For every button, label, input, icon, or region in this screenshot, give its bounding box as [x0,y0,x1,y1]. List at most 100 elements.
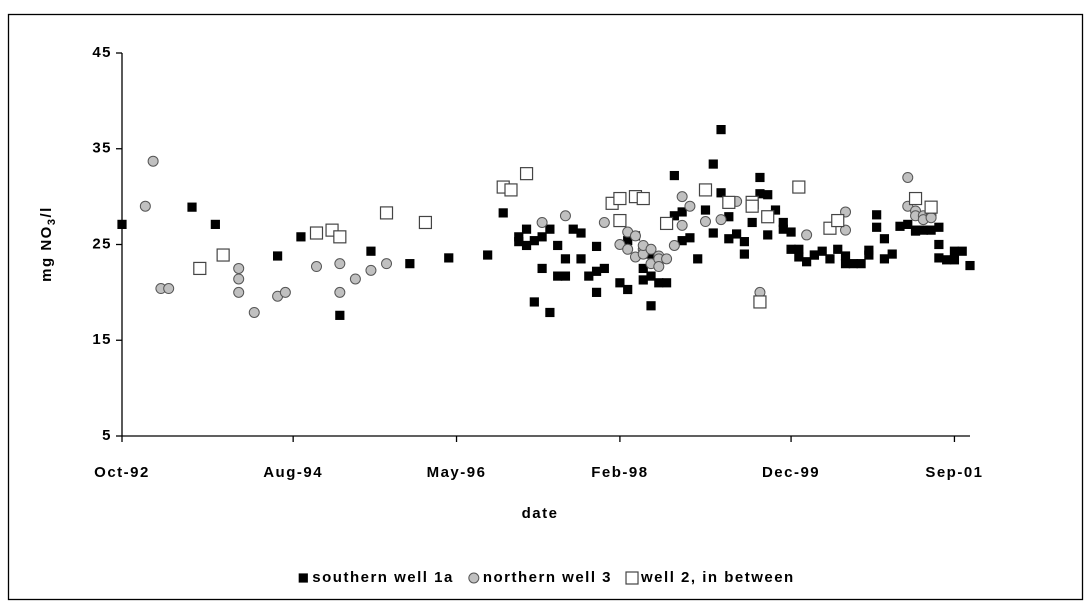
data-point [817,246,827,256]
data-point [335,310,345,320]
data-point [147,155,159,167]
data-point [349,273,361,285]
data-point [699,216,711,228]
data-point [405,259,415,269]
data-point [365,264,377,276]
data-point [685,233,695,243]
data-point [310,261,322,273]
data-point [763,190,773,200]
data-point [645,243,657,255]
data-point [646,271,656,281]
data-point [763,230,773,240]
y-tick-label: 5 [102,427,112,444]
data-point [117,219,127,229]
data-point [732,229,742,239]
data-point [942,255,952,265]
x-tick-label: Sep-01 [925,464,983,481]
data-point [825,254,835,264]
data-point [613,213,627,228]
data-point [646,301,656,311]
data-point [334,258,346,270]
data-point [514,237,524,247]
data-point [778,217,788,228]
data-point [676,219,688,231]
data-point [379,206,394,220]
data-point [537,232,547,242]
data-point [926,225,936,235]
y-tick-label: 25 [92,235,112,252]
data-point [794,244,804,254]
data-point [934,253,944,263]
data-point [716,188,726,198]
x-tick-label: Aug-94 [263,464,323,481]
data-point [716,124,726,135]
data-point [833,244,843,254]
data-point [560,271,571,281]
y-label-sub: 3 [46,218,58,226]
data-point [770,205,781,215]
data-point [309,226,324,240]
data-point [381,258,393,270]
data-point [553,271,563,281]
data-point [553,240,563,251]
data-point [722,195,736,209]
data-point [483,250,493,260]
data-point [693,254,703,264]
data-point [536,216,548,228]
data-point [684,200,696,212]
data-point [521,224,532,234]
data-point [519,167,534,181]
data-point [698,183,713,197]
data-point [521,240,532,251]
data-point [918,225,928,235]
data-point [924,200,938,214]
legend-label: northern well 3 [483,569,612,586]
data-point [745,199,759,213]
data-point [949,255,960,265]
data-point [908,191,923,206]
data-point [333,230,347,244]
data-point [576,228,586,238]
data-point [965,260,975,271]
data-point [879,254,890,264]
y-label-tail: /l [38,206,55,217]
x-tick-label: May-96 [427,464,487,481]
data-point [724,234,734,244]
data-point [576,254,586,264]
data-point [560,254,571,264]
data-point [591,287,602,297]
data-point [840,259,851,269]
data-point [794,252,804,262]
legend-marker [468,572,480,584]
data-point [902,171,914,183]
legend: southern well 1a northern well 3 well 2, i… [298,569,793,586]
data-point [934,222,944,232]
y-tick-label: 35 [92,140,112,157]
data-point [279,286,291,298]
data-point [163,283,175,295]
data-point [537,263,547,274]
data-point [591,266,602,276]
data-point [856,259,866,269]
data-point [715,214,727,226]
data-point [910,225,921,235]
data-point [903,219,913,229]
data-point [504,183,518,197]
x-tick-label: Feb-98 [591,464,648,481]
data-point [233,262,245,274]
data-point [668,239,680,251]
data-point [622,243,634,255]
data-point [187,202,197,212]
data-point [638,263,648,274]
data-point [887,249,897,259]
data-point [233,286,245,298]
data-point [949,246,960,256]
y-tick-label: 45 [92,44,112,61]
data-point [248,306,260,318]
data-point [636,191,650,206]
data-point [591,241,602,252]
data-point [895,221,905,231]
data-point [864,250,874,260]
